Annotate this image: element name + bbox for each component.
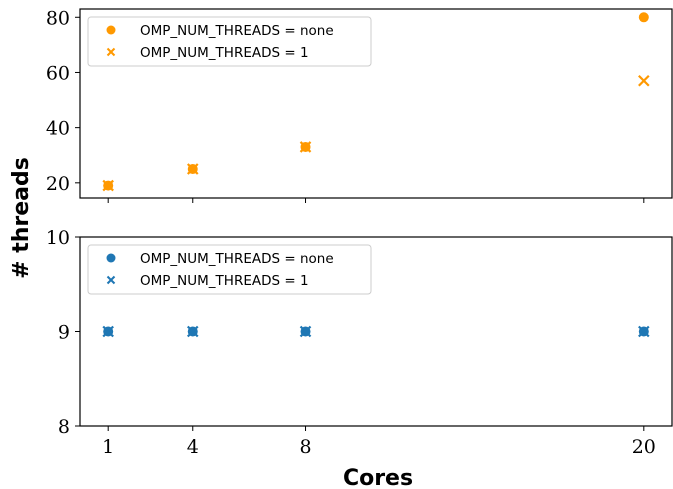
xtick-label: 4 [187, 436, 199, 458]
top-point-x [299, 141, 312, 153]
bottom-legend: OMP_NUM_THREADS = none OMP_NUM_THREADS =… [87, 244, 372, 295]
top-legend-box [87, 16, 372, 67]
top-point-x [638, 74, 650, 87]
bottom-legend-x-marker [106, 275, 116, 285]
bottom-legend-circle-marker [106, 253, 116, 263]
top-panel: 20 40 60 80 OMP_NUM_THREADS = none OMP_NUM_… [46, 7, 673, 203]
x-axis-label: Cores [343, 466, 413, 489]
top-point-circle [638, 12, 649, 23]
top-legend-label-one: OMP_NUM_THREADS = 1 [140, 45, 309, 61]
top-plot-frame [79, 8, 673, 199]
top-ytick-label: 20 [46, 173, 70, 195]
bottom-legend-label-none: OMP_NUM_THREADS = none [140, 251, 334, 267]
top-point-x [186, 163, 199, 175]
top-legend: OMP_NUM_THREADS = none OMP_NUM_THREADS =… [87, 16, 372, 67]
xtick-label: 1 [102, 436, 114, 458]
top-legend-x-marker [106, 47, 116, 57]
bottom-legend-box [87, 244, 372, 295]
xtick-label: 20 [632, 436, 656, 458]
top-point-x [102, 179, 114, 192]
bottom-point-x [186, 325, 199, 338]
bottom-legend-label-one: OMP_NUM_THREADS = 1 [140, 273, 309, 289]
bottom-panel: 8 9 10 1 4 8 20 OMP_NUM_THREADS = none OMP_NU… [46, 227, 673, 458]
bottom-point-x [299, 325, 312, 338]
top-legend-circle-marker [106, 25, 116, 35]
bottom-point-x [638, 325, 650, 338]
top-ytick-label: 80 [46, 7, 70, 29]
bottom-ytick-label: 9 [58, 322, 70, 344]
top-ytick-label: 40 [46, 118, 70, 140]
bottom-point-x [102, 325, 114, 338]
y-axis-label: # threads [9, 157, 34, 279]
top-legend-label-none: OMP_NUM_THREADS = none [140, 23, 334, 39]
bottom-ytick-label: 10 [46, 227, 70, 249]
bottom-ytick-label: 8 [58, 416, 70, 438]
top-ytick-label: 60 [46, 62, 70, 84]
xtick-label: 8 [299, 436, 311, 458]
